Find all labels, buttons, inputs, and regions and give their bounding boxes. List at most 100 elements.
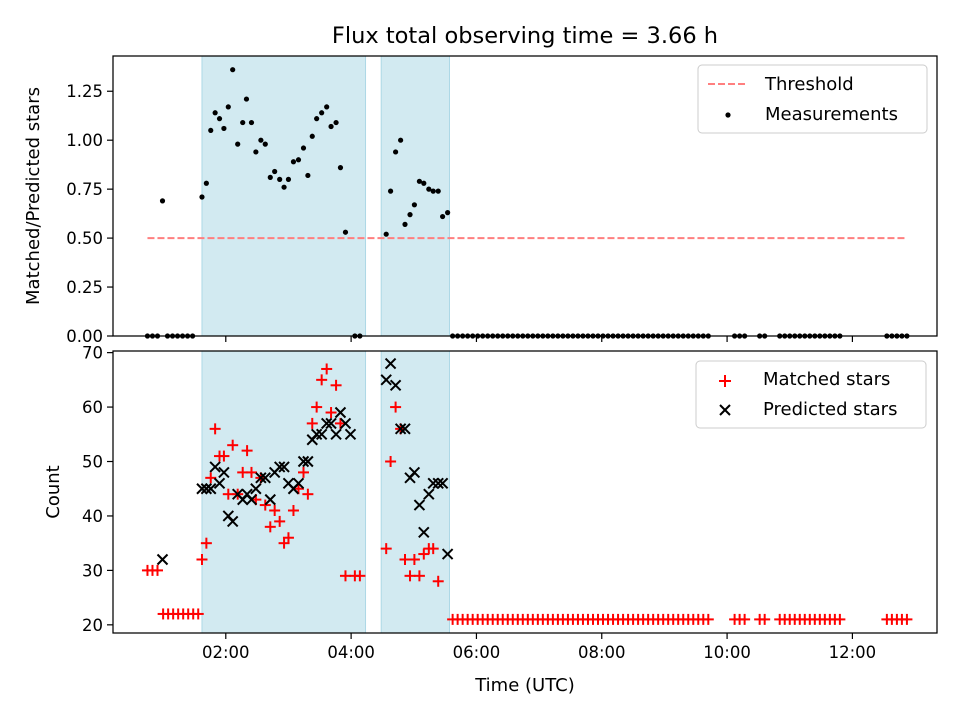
predicted-star-point	[413, 499, 426, 511]
predicted-star-point	[250, 483, 262, 495]
matched-star-point	[321, 363, 333, 375]
matched-star-point	[196, 554, 208, 566]
predicted-star-point	[264, 493, 276, 506]
predicted-star-point	[325, 417, 337, 430]
x-axis-label: Time (UTC)	[474, 675, 575, 696]
matched-star-point	[834, 613, 846, 625]
measurement-point	[398, 137, 404, 143]
measurement-point	[383, 231, 389, 237]
matched-star-point	[209, 423, 221, 435]
predicted-star-point	[273, 461, 286, 473]
measurement-point	[216, 116, 223, 122]
matched-star-point	[287, 505, 299, 517]
predicted-star-point	[380, 374, 392, 386]
x-tick-label: 02:00	[202, 643, 250, 662]
x-tick-label: 06:00	[453, 643, 501, 662]
legend-measurements-label: Measurements	[765, 104, 898, 125]
predicted-star-point	[213, 477, 226, 489]
measurement-point	[272, 168, 278, 175]
measurement-point	[248, 119, 255, 126]
matched-star-point	[218, 450, 230, 462]
predicted-star-point	[292, 477, 305, 489]
y-tick-label: 0.00	[66, 327, 103, 346]
measurement-point	[314, 116, 320, 122]
y-tick-label: 0.25	[66, 278, 103, 297]
bottom-y-ticks: 20 30 40 50 60 70	[82, 344, 113, 635]
measurement-point	[430, 188, 436, 194]
measurement-point	[243, 96, 250, 102]
y-tick-label: 0.75	[66, 180, 103, 199]
legend-matched-label: Matched stars	[763, 369, 890, 390]
predicted-star-point	[297, 455, 310, 468]
measurement-point	[421, 180, 427, 186]
predicted-star-point	[339, 417, 352, 430]
predicted-star-point	[320, 417, 333, 430]
matched-star-point	[385, 456, 397, 468]
y-tick-label: 20	[82, 616, 103, 635]
matched-star-point	[404, 570, 416, 582]
predicted-star-point	[200, 483, 213, 495]
matched-star-point	[259, 499, 271, 511]
y-tick-label: 50	[82, 453, 103, 472]
matched-star-point	[245, 466, 257, 478]
matched-star-point	[702, 613, 714, 625]
x-tick-label: 12:00	[829, 643, 877, 662]
legend-measurements-swatch	[725, 112, 731, 118]
measurement-point	[277, 176, 283, 182]
matched-star-point	[413, 570, 425, 582]
measurement-point	[159, 198, 166, 204]
measurement-point	[402, 221, 408, 227]
shaded-interval-0	[201, 55, 367, 337]
matched-star-point	[427, 543, 439, 555]
bottom-shaded-regions	[201, 350, 450, 634]
measurement-point	[295, 157, 302, 163]
matched-star-point	[316, 374, 328, 386]
measurement-point	[203, 180, 209, 186]
matched-star-point	[302, 488, 314, 500]
measurement-point	[221, 125, 227, 132]
measurement-point	[445, 210, 451, 216]
measurement-point	[342, 229, 349, 235]
top-legend: Threshold Measurements	[697, 64, 928, 134]
measurement-point	[199, 194, 205, 200]
bottom-axes-frame	[112, 350, 938, 634]
measurement-point	[387, 188, 394, 194]
measurement-point	[337, 165, 344, 171]
predicted-star-point	[384, 357, 397, 370]
measurement-point	[324, 104, 330, 110]
shaded-interval-1	[380, 55, 450, 337]
predicted-star-point	[315, 428, 328, 441]
bottom-legend: Matched stars Predicted stars	[695, 360, 927, 429]
matched-star-point	[399, 554, 411, 566]
y-tick-label: 1.00	[66, 131, 103, 150]
matched-star-point	[200, 537, 212, 549]
legend-threshold-label: Threshold	[764, 74, 854, 95]
measurement-point	[225, 104, 231, 110]
predicted-star-point	[209, 461, 221, 473]
y-tick-label: 40	[82, 507, 103, 526]
shaded-interval-0	[201, 350, 367, 634]
predicted-star-point	[334, 406, 347, 419]
top-shaded-regions	[201, 55, 450, 337]
top-legend-box	[697, 64, 928, 134]
predicted-star-point	[432, 477, 444, 489]
predicted-star-point	[156, 553, 169, 566]
predicted-star-point	[427, 477, 439, 489]
bottom-y-axis-label: Count	[43, 465, 64, 518]
matched-star-point	[354, 570, 366, 582]
bottom-legend-box	[695, 360, 927, 429]
measurement-point	[411, 202, 418, 208]
predicted-star-point	[441, 548, 454, 560]
top-y-ticks: 0.00 0.25 0.50 0.75 1.00 1.25	[66, 82, 113, 346]
measurement-point	[258, 137, 264, 143]
predicted-star-point	[302, 455, 314, 468]
top-panel: Flux total observing time = 3.66 h 0.000…	[23, 23, 938, 346]
measurement-point	[440, 213, 446, 220]
matched-star-point	[759, 613, 771, 625]
shaded-interval-1	[380, 350, 450, 634]
matched-star-point	[306, 417, 318, 429]
predicted-star-point	[226, 515, 239, 528]
matched-star-point	[901, 613, 913, 625]
matched-star-point	[269, 505, 281, 517]
predicted-star-point	[218, 466, 230, 479]
